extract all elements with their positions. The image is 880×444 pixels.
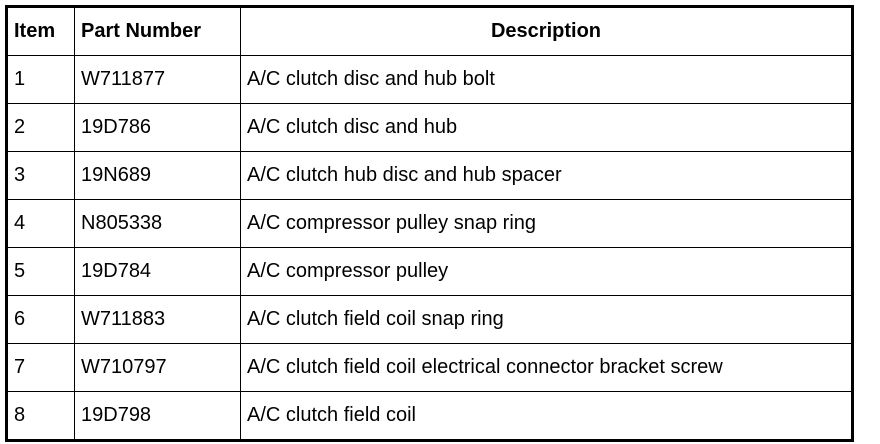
- description-cell: A/C compressor pulley: [240, 247, 853, 296]
- table-row: 2 19D786 A/C clutch disc and hub: [6, 103, 853, 152]
- table-row: 8 19D798 A/C clutch field coil: [6, 391, 853, 441]
- description-cell: A/C clutch hub disc and hub spacer: [240, 151, 853, 200]
- table-row: 6 W711883 A/C clutch field coil snap ring: [6, 295, 853, 344]
- part-number-cell: W711883: [74, 295, 241, 344]
- part-number-cell: 19D798: [74, 391, 241, 441]
- item-cell: 7: [6, 343, 75, 392]
- item-cell: 1: [6, 55, 75, 104]
- part-number-cell: N805338: [74, 199, 241, 248]
- item-cell: 6: [6, 295, 75, 344]
- item-cell: 3: [6, 151, 75, 200]
- description-cell: A/C clutch field coil electrical connect…: [240, 343, 853, 392]
- item-cell: 8: [6, 391, 75, 441]
- header-item: Item: [6, 6, 75, 56]
- description-cell: A/C clutch field coil: [240, 391, 853, 441]
- parts-table: Item Part Number Description 1 W711877 A/C…: [5, 5, 854, 442]
- description-cell: A/C clutch disc and hub bolt: [240, 55, 853, 104]
- table-row: 3 19N689 A/C clutch hub disc and hub space…: [6, 151, 853, 200]
- part-number-cell: W710797: [74, 343, 241, 392]
- table-row: 5 19D784 A/C compressor pulley: [6, 247, 853, 296]
- table-row: 4 N805338 A/C compressor pulley snap ring: [6, 199, 853, 248]
- item-cell: 5: [6, 247, 75, 296]
- description-cell: A/C clutch disc and hub: [240, 103, 853, 152]
- description-cell: A/C compressor pulley snap ring: [240, 199, 853, 248]
- item-cell: 4: [6, 199, 75, 248]
- table-row: 7 W710797 A/C clutch field coil electrical…: [6, 343, 853, 392]
- header-row: Item Part Number Description: [6, 6, 853, 56]
- header-part-number: Part Number: [74, 6, 241, 56]
- item-cell: 2: [6, 103, 75, 152]
- part-number-cell: W711877: [74, 55, 241, 104]
- part-number-cell: 19N689: [74, 151, 241, 200]
- part-number-cell: 19D786: [74, 103, 241, 152]
- part-number-cell: 19D784: [74, 247, 241, 296]
- header-description: Description: [240, 6, 853, 56]
- table-row: 1 W711877 A/C clutch disc and hub bolt: [6, 55, 853, 104]
- description-cell: A/C clutch field coil snap ring: [240, 295, 853, 344]
